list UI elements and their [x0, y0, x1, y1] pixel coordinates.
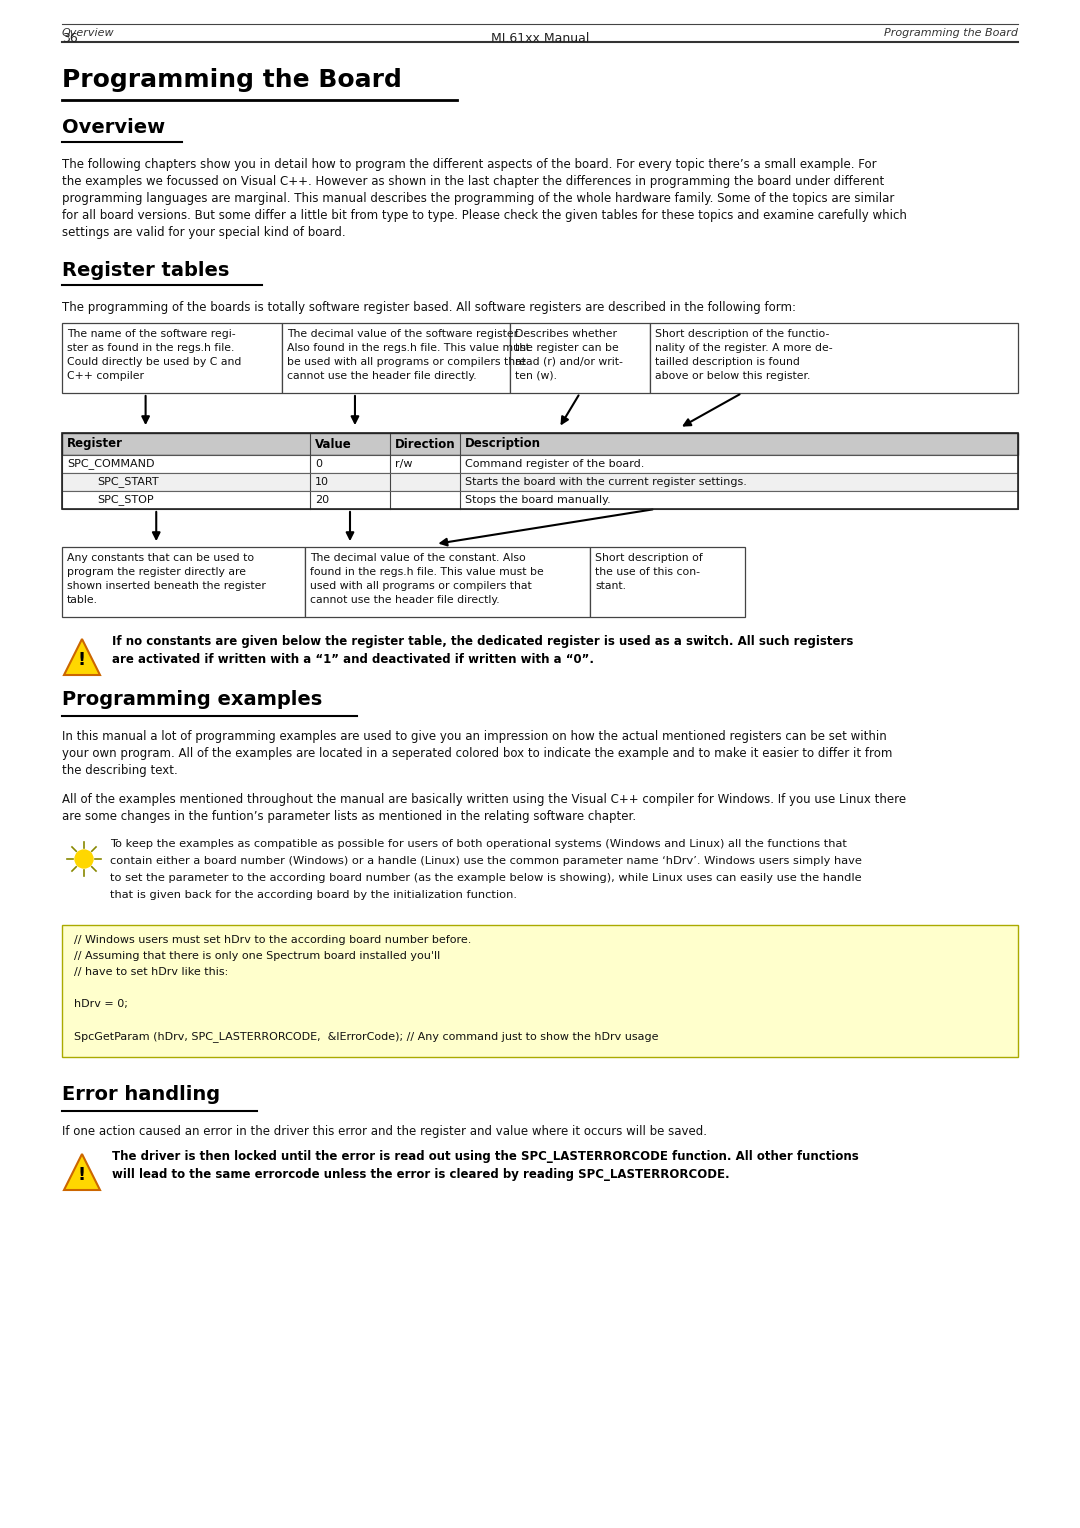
Text: To keep the examples as compatible as possible for users of both operational sys: To keep the examples as compatible as po…	[110, 839, 847, 850]
Bar	[62, 474, 1018, 490]
Text: be used with all programs or compilers that: be used with all programs or compilers t…	[287, 358, 526, 367]
Text: hDrv = 0;: hDrv = 0;	[75, 999, 127, 1008]
Text: The driver is then locked until the error is read out using the SPC_LASTERRORCOD: The driver is then locked until the erro…	[112, 1151, 859, 1163]
Text: stant.: stant.	[595, 581, 626, 591]
Text: All of the examples mentioned throughout the manual are basically written using : All of the examples mentioned throughout…	[62, 793, 906, 805]
Bar	[62, 924, 1018, 1057]
Text: SPC_STOP: SPC_STOP	[97, 495, 153, 506]
Polygon shape	[64, 639, 100, 675]
Text: Programming examples: Programming examples	[62, 691, 322, 709]
Text: the describing text.: the describing text.	[62, 764, 178, 778]
Text: // Assuming that there is only one Spectrum board installed you'll: // Assuming that there is only one Spect…	[75, 950, 441, 961]
Text: table.: table.	[67, 594, 98, 605]
Text: SpcGetParam (hDrv, SPC_LASTERRORCODE,  &lErrorCode); // Any command just to show: SpcGetParam (hDrv, SPC_LASTERRORCODE, &l…	[75, 1031, 659, 1042]
Text: SPC_COMMAND: SPC_COMMAND	[67, 458, 154, 469]
Text: the register can be: the register can be	[515, 342, 619, 353]
Text: are activated if written with a “1” and deactivated if written with a “0”.: are activated if written with a “1” and …	[112, 652, 594, 666]
Text: Overview: Overview	[62, 28, 114, 38]
Text: Overview: Overview	[62, 118, 165, 138]
Text: Value: Value	[315, 437, 352, 451]
Bar	[62, 490, 1018, 509]
Text: Description: Description	[465, 437, 541, 451]
Text: 20: 20	[315, 495, 329, 504]
Text: Short description of: Short description of	[595, 553, 703, 562]
Text: your own program. All of the examples are located in a seperated colored box to : your own program. All of the examples ar…	[62, 747, 892, 759]
Text: Command register of the board.: Command register of the board.	[465, 458, 645, 469]
Text: Could directly be used by C and: Could directly be used by C and	[67, 358, 241, 367]
Text: Register tables: Register tables	[62, 261, 229, 280]
Circle shape	[75, 850, 93, 868]
Text: Short description of the functio-: Short description of the functio-	[654, 329, 829, 339]
Text: nality of the register. A more de-: nality of the register. A more de-	[654, 342, 833, 353]
Text: shown inserted beneath the register: shown inserted beneath the register	[67, 581, 266, 591]
Text: above or below this register.: above or below this register.	[654, 371, 810, 380]
Text: r/w: r/w	[395, 458, 413, 469]
Text: Also found in the regs.h file. This value must: Also found in the regs.h file. This valu…	[287, 342, 530, 353]
Text: Stops the board manually.: Stops the board manually.	[465, 495, 611, 504]
Text: C++ compiler: C++ compiler	[67, 371, 144, 380]
Polygon shape	[64, 1154, 100, 1190]
Text: ten (w).: ten (w).	[515, 371, 557, 380]
Text: The decimal value of the software register.: The decimal value of the software regist…	[287, 329, 521, 339]
Text: the examples we focussed on Visual C++. However as shown in the last chapter the: the examples we focussed on Visual C++. …	[62, 176, 885, 188]
Text: contain either a board number (Windows) or a handle (Linux) use the common param: contain either a board number (Windows) …	[110, 856, 862, 866]
Text: Programming the Board: Programming the Board	[885, 28, 1018, 38]
Text: If one action caused an error in the driver this error and the register and valu: If one action caused an error in the dri…	[62, 1125, 707, 1138]
Text: // have to set hDrv like this:: // have to set hDrv like this:	[75, 967, 228, 976]
Text: Direction: Direction	[395, 437, 456, 451]
Text: used with all programs or compilers that: used with all programs or compilers that	[310, 581, 531, 591]
Text: cannot use the header file directly.: cannot use the header file directly.	[310, 594, 500, 605]
Text: 36: 36	[62, 32, 78, 44]
Text: read (r) and/or writ-: read (r) and/or writ-	[515, 358, 623, 367]
Bar	[650, 322, 1018, 393]
Bar	[282, 322, 510, 393]
Text: The following chapters show you in detail how to program the different aspects o: The following chapters show you in detai…	[62, 157, 877, 171]
Text: are some changes in the funtion’s parameter lists as mentioned in the relating s: are some changes in the funtion’s parame…	[62, 810, 636, 824]
Text: Any constants that can be used to: Any constants that can be used to	[67, 553, 254, 562]
Text: In this manual a lot of programming examples are used to give you an impression : In this manual a lot of programming exam…	[62, 730, 887, 743]
Text: ster as found in the regs.h file.: ster as found in the regs.h file.	[67, 342, 234, 353]
Text: to set the parameter to the according board number (as the example below is show: to set the parameter to the according bo…	[110, 872, 862, 883]
Text: // Windows users must set hDrv to the according board number before.: // Windows users must set hDrv to the ac…	[75, 935, 471, 944]
Text: for all board versions. But some differ a little bit from type to type. Please c: for all board versions. But some differ …	[62, 209, 907, 222]
Bar	[62, 432, 1018, 509]
Text: The decimal value of the constant. Also: The decimal value of the constant. Also	[310, 553, 526, 562]
Text: program the register directly are: program the register directly are	[67, 567, 246, 578]
Text: programming languages are marginal. This manual describes the programming of the: programming languages are marginal. This…	[62, 193, 894, 205]
Text: Register: Register	[67, 437, 123, 451]
Bar	[590, 547, 745, 617]
Text: cannot use the header file directly.: cannot use the header file directly.	[287, 371, 476, 380]
Text: 0: 0	[315, 458, 322, 469]
Text: Starts the board with the current register settings.: Starts the board with the current regist…	[465, 477, 747, 487]
Text: will lead to the same errorcode unless the error is cleared by reading SPC_LASTE: will lead to the same errorcode unless t…	[112, 1167, 730, 1181]
Bar	[305, 547, 590, 617]
Text: !: !	[78, 1166, 86, 1184]
Text: the use of this con-: the use of this con-	[595, 567, 700, 578]
Bar	[62, 455, 1018, 474]
Text: MI.61xx Manual: MI.61xx Manual	[490, 32, 590, 44]
Text: !: !	[78, 651, 86, 669]
Text: The name of the software regi-: The name of the software regi-	[67, 329, 235, 339]
Text: found in the regs.h file. This value must be: found in the regs.h file. This value mus…	[310, 567, 543, 578]
Bar	[510, 322, 650, 393]
Text: that is given back for the according board by the initialization function.: that is given back for the according boa…	[110, 889, 517, 900]
Bar	[62, 322, 282, 393]
Text: settings are valid for your special kind of board.: settings are valid for your special kind…	[62, 226, 346, 238]
Text: tailled description is found: tailled description is found	[654, 358, 800, 367]
Text: If no constants are given below the register table, the dedicated register is us: If no constants are given below the regi…	[112, 636, 853, 648]
Text: 10: 10	[315, 477, 329, 487]
Bar	[62, 432, 1018, 455]
Text: The programming of the boards is totally software register based. All software r: The programming of the boards is totally…	[62, 301, 796, 313]
Text: Describes whether: Describes whether	[515, 329, 617, 339]
Text: SPC_START: SPC_START	[97, 477, 159, 487]
Text: Programming the Board: Programming the Board	[62, 69, 402, 92]
Text: Error handling: Error handling	[62, 1085, 220, 1105]
Bar	[62, 547, 305, 617]
